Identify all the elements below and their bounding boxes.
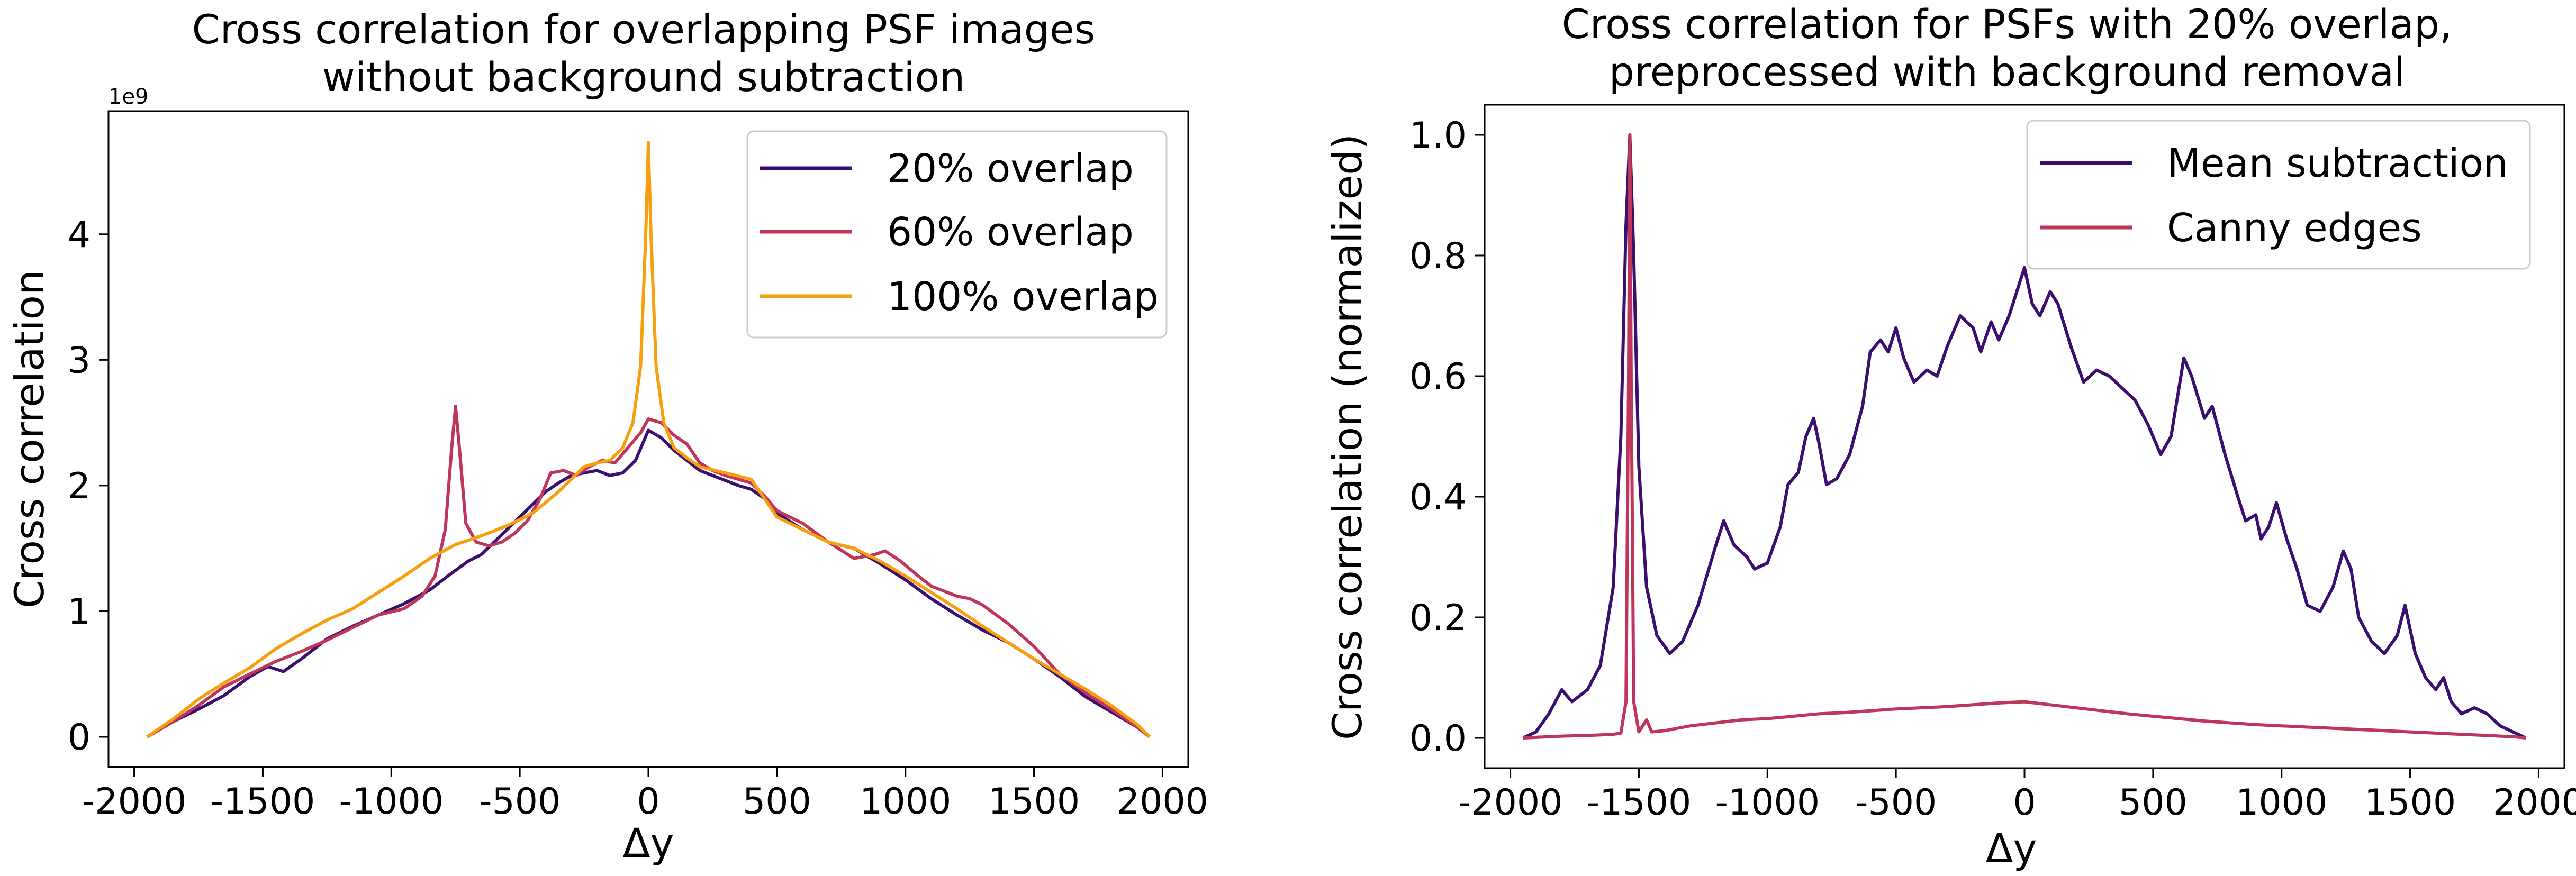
right-y-tick-label: 1.0 <box>1409 115 1467 157</box>
right-y-tick-label: 0.4 <box>1409 477 1467 518</box>
right-y-tick-label: 0.0 <box>1409 718 1467 760</box>
right-legend-label-mean: Mean subtraction <box>2167 141 2508 186</box>
left-x-axis-label: Δy <box>623 819 674 866</box>
right-chart-title-line-1: Cross correlation for PSFs with 20% over… <box>1562 1 2453 48</box>
left-chart: Cross correlation for overlapping PSF im… <box>6 6 1208 866</box>
left-legend-label-100: 100% overlap <box>887 274 1159 320</box>
left-chart-title-line-2: without background subtraction <box>322 53 965 101</box>
left-series-line-0 <box>146 428 1151 738</box>
left-x-tick-label: 2000 <box>1117 781 1208 823</box>
right-series-line-1 <box>1523 133 2526 740</box>
left-y-tick-label: 3 <box>68 340 91 381</box>
left-plot-frame <box>107 110 1189 768</box>
left-legend-label-20: 20% overlap <box>887 146 1134 191</box>
left-x-tick-label: 1500 <box>988 781 1080 823</box>
left-y-tick-label: 1 <box>68 591 91 633</box>
left-x-tick-label: 1000 <box>860 781 951 823</box>
right-x-tick-label: -1500 <box>1587 782 1692 824</box>
right-series-line-0 <box>1522 133 2527 740</box>
left-y-tick-label: 0 <box>68 717 91 759</box>
left-x-tick-label: 500 <box>743 781 811 823</box>
right-y-tick-label: 0.2 <box>1409 597 1467 639</box>
right-x-axis-label: Δy <box>1986 825 2037 872</box>
right-x-tick-label: 1000 <box>2236 782 2327 824</box>
right-plot-lines <box>1522 133 2527 740</box>
right-x-tick-label: -2000 <box>1458 782 1563 824</box>
left-series-line-1 <box>146 405 1151 738</box>
right-legend: Mean subtraction Canny edges <box>2026 120 2531 270</box>
right-x-tick-label: 1500 <box>2364 782 2456 824</box>
left-x-tick-label: -1000 <box>339 781 444 823</box>
right-x-tick-label: 2000 <box>2493 782 2576 824</box>
right-x-tick-label: 500 <box>2119 782 2188 824</box>
right-chart: Cross correlation for PSFs with 20% over… <box>1324 1 2576 872</box>
left-x-tick-label: -2000 <box>82 781 187 823</box>
right-y-axis-label: Cross correlation (normalized) <box>1324 134 1371 740</box>
right-axis-ticks: -2000 -1500 -1000 -500 0 500 1000 1500 2000 0.0 0.… <box>1409 115 2576 824</box>
right-x-tick-label: 0 <box>2013 782 2036 824</box>
right-y-tick-label: 0.6 <box>1409 356 1467 398</box>
left-axis-ticks: -2000 -1500 -1000 -500 0 500 1000 1500 2000 0 1 2 3 4 <box>68 214 1208 823</box>
left-legend-box <box>746 130 1168 339</box>
left-x-tick-label: -500 <box>479 781 561 823</box>
left-series-line-2 <box>146 141 1151 738</box>
left-plot-lines <box>146 141 1151 738</box>
left-x-tick-label: 0 <box>637 781 659 823</box>
right-legend-label-canny: Canny edges <box>2167 205 2422 251</box>
left-y-multiplier-label: 1e9 <box>109 85 149 109</box>
left-chart-title-line-1: Cross correlation for overlapping PSF im… <box>192 6 1096 53</box>
right-chart-title-line-2: preprocessed with background removal <box>1609 48 2405 95</box>
right-x-tick-label: -500 <box>1855 782 1937 824</box>
right-x-tick-label: -1000 <box>1715 782 1820 824</box>
left-x-tick-label: -1500 <box>211 781 315 823</box>
left-y-axis-label: Cross correlation <box>6 270 53 608</box>
left-y-tick-label: 4 <box>68 214 91 256</box>
left-legend-label-60: 60% overlap <box>887 209 1134 255</box>
right-plot-frame <box>1484 104 2565 769</box>
right-legend-box <box>2026 120 2531 270</box>
right-y-tick-label: 0.8 <box>1409 235 1467 277</box>
left-y-tick-label: 2 <box>68 466 91 507</box>
left-legend: 20% overlap 60% overlap 100% overlap <box>746 130 1168 339</box>
